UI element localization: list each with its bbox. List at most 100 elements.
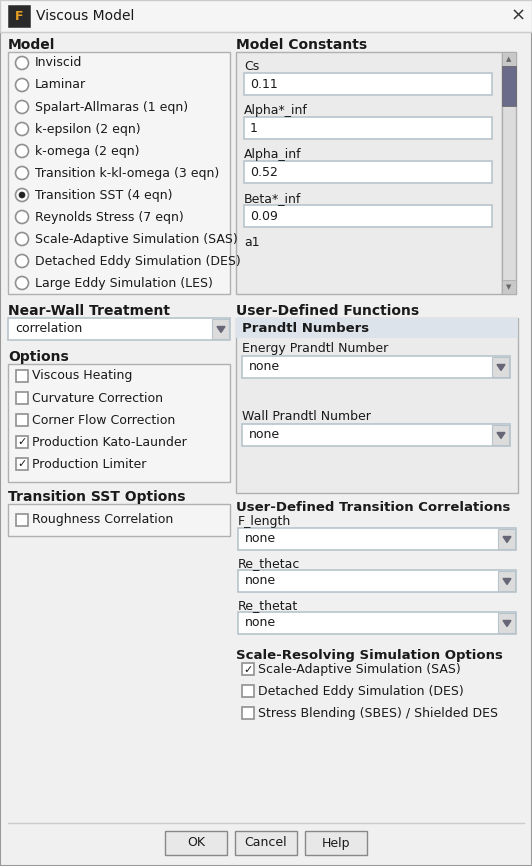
- Polygon shape: [497, 365, 505, 371]
- Text: none: none: [245, 617, 276, 630]
- Bar: [492, 357, 509, 377]
- Circle shape: [15, 56, 29, 69]
- Text: Large Eddy Simulation (LES): Large Eddy Simulation (LES): [35, 276, 213, 289]
- Bar: [498, 529, 515, 549]
- Bar: [235, 831, 297, 855]
- Bar: [8, 504, 230, 536]
- Bar: [244, 73, 492, 95]
- Text: ×: ×: [510, 7, 526, 25]
- Bar: [498, 613, 515, 633]
- Text: Laminar: Laminar: [35, 79, 86, 92]
- Text: k-epsilon (2 eqn): k-epsilon (2 eqn): [35, 122, 140, 135]
- Text: Cs: Cs: [244, 60, 259, 73]
- Circle shape: [19, 192, 25, 198]
- Text: Energy Prandtl Number: Energy Prandtl Number: [242, 342, 388, 355]
- Bar: [242, 424, 510, 446]
- Polygon shape: [503, 621, 511, 626]
- Bar: [16, 458, 28, 470]
- Bar: [502, 52, 516, 294]
- Bar: [8, 5, 30, 27]
- Bar: [502, 280, 516, 294]
- Text: Re_thetat: Re_thetat: [238, 599, 298, 612]
- Bar: [238, 570, 516, 592]
- Text: Cancel: Cancel: [245, 837, 287, 850]
- Circle shape: [15, 232, 29, 245]
- Text: none: none: [249, 360, 280, 373]
- Text: Production Kato-Launder: Production Kato-Launder: [32, 436, 187, 449]
- Text: 0.09: 0.09: [250, 210, 278, 223]
- Bar: [238, 612, 516, 634]
- Text: Roughness Correlation: Roughness Correlation: [32, 514, 173, 527]
- Bar: [165, 831, 227, 855]
- Bar: [16, 414, 28, 426]
- Text: 0.52: 0.52: [250, 165, 278, 178]
- Circle shape: [15, 255, 29, 268]
- Text: Reynolds Stress (7 eqn): Reynolds Stress (7 eqn): [35, 210, 184, 223]
- Text: Curvature Correction: Curvature Correction: [32, 391, 163, 404]
- Text: Production Limiter: Production Limiter: [32, 457, 146, 470]
- Circle shape: [15, 166, 29, 179]
- Text: Detached Eddy Simulation (DES): Detached Eddy Simulation (DES): [258, 684, 464, 697]
- Text: Prandtl Numbers: Prandtl Numbers: [242, 321, 369, 334]
- Bar: [242, 707, 254, 719]
- Bar: [8, 364, 230, 482]
- Text: k-omega (2 eqn): k-omega (2 eqn): [35, 145, 139, 158]
- Bar: [242, 356, 510, 378]
- Text: Stress Blending (SBES) / Shielded DES: Stress Blending (SBES) / Shielded DES: [258, 707, 498, 720]
- Circle shape: [15, 100, 29, 113]
- Text: Transition k-kl-omega (3 eqn): Transition k-kl-omega (3 eqn): [35, 166, 219, 179]
- Text: Viscous Heating: Viscous Heating: [32, 370, 132, 383]
- Text: ✓: ✓: [18, 460, 27, 469]
- Text: correlation: correlation: [15, 322, 82, 335]
- Bar: [502, 52, 516, 66]
- Text: Help: Help: [322, 837, 350, 850]
- Bar: [16, 392, 28, 404]
- Bar: [16, 370, 28, 382]
- Text: Alpha_inf: Alpha_inf: [244, 148, 302, 161]
- Text: F: F: [15, 10, 23, 23]
- Text: Transition SST (4 eqn): Transition SST (4 eqn): [35, 189, 172, 202]
- Text: Re_thetac: Re_thetac: [238, 557, 301, 570]
- Bar: [305, 831, 367, 855]
- Circle shape: [15, 189, 29, 202]
- Text: Alpha*_inf: Alpha*_inf: [244, 104, 308, 117]
- Text: Inviscid: Inviscid: [35, 56, 82, 69]
- Circle shape: [15, 276, 29, 289]
- Text: 0.11: 0.11: [250, 77, 278, 91]
- Text: ✓: ✓: [243, 664, 253, 675]
- Bar: [238, 528, 516, 550]
- Polygon shape: [217, 326, 225, 333]
- Text: 1: 1: [250, 121, 258, 134]
- Text: a1: a1: [244, 236, 260, 249]
- Text: Model: Model: [8, 38, 55, 52]
- Text: Model Constants: Model Constants: [236, 38, 367, 52]
- Text: Detached Eddy Simulation (DES): Detached Eddy Simulation (DES): [35, 255, 241, 268]
- Text: Scale-Resolving Simulation Options: Scale-Resolving Simulation Options: [236, 649, 503, 662]
- Text: ▲: ▲: [506, 56, 512, 62]
- Bar: [242, 685, 254, 697]
- Text: Corner Flow Correction: Corner Flow Correction: [32, 413, 175, 426]
- Circle shape: [15, 79, 29, 92]
- Bar: [242, 663, 254, 675]
- Text: Wall Prandtl Number: Wall Prandtl Number: [242, 410, 371, 423]
- Circle shape: [15, 145, 29, 158]
- Bar: [236, 52, 502, 294]
- Bar: [16, 436, 28, 448]
- Polygon shape: [503, 578, 511, 585]
- Bar: [244, 205, 492, 227]
- Bar: [212, 319, 229, 339]
- Text: none: none: [245, 533, 276, 546]
- Bar: [236, 318, 518, 493]
- Bar: [498, 571, 515, 591]
- Text: OK: OK: [187, 837, 205, 850]
- Text: ✓: ✓: [18, 437, 27, 448]
- Text: User-Defined Transition Correlations: User-Defined Transition Correlations: [236, 501, 510, 514]
- Bar: [8, 52, 230, 294]
- Polygon shape: [497, 432, 505, 438]
- Text: Spalart-Allmaras (1 eqn): Spalart-Allmaras (1 eqn): [35, 100, 188, 113]
- Text: Scale-Adaptive Simulation (SAS): Scale-Adaptive Simulation (SAS): [258, 662, 461, 675]
- Polygon shape: [503, 537, 511, 542]
- Text: Near-Wall Treatment: Near-Wall Treatment: [8, 304, 170, 318]
- Bar: [0, 0, 532, 32]
- Bar: [16, 514, 28, 526]
